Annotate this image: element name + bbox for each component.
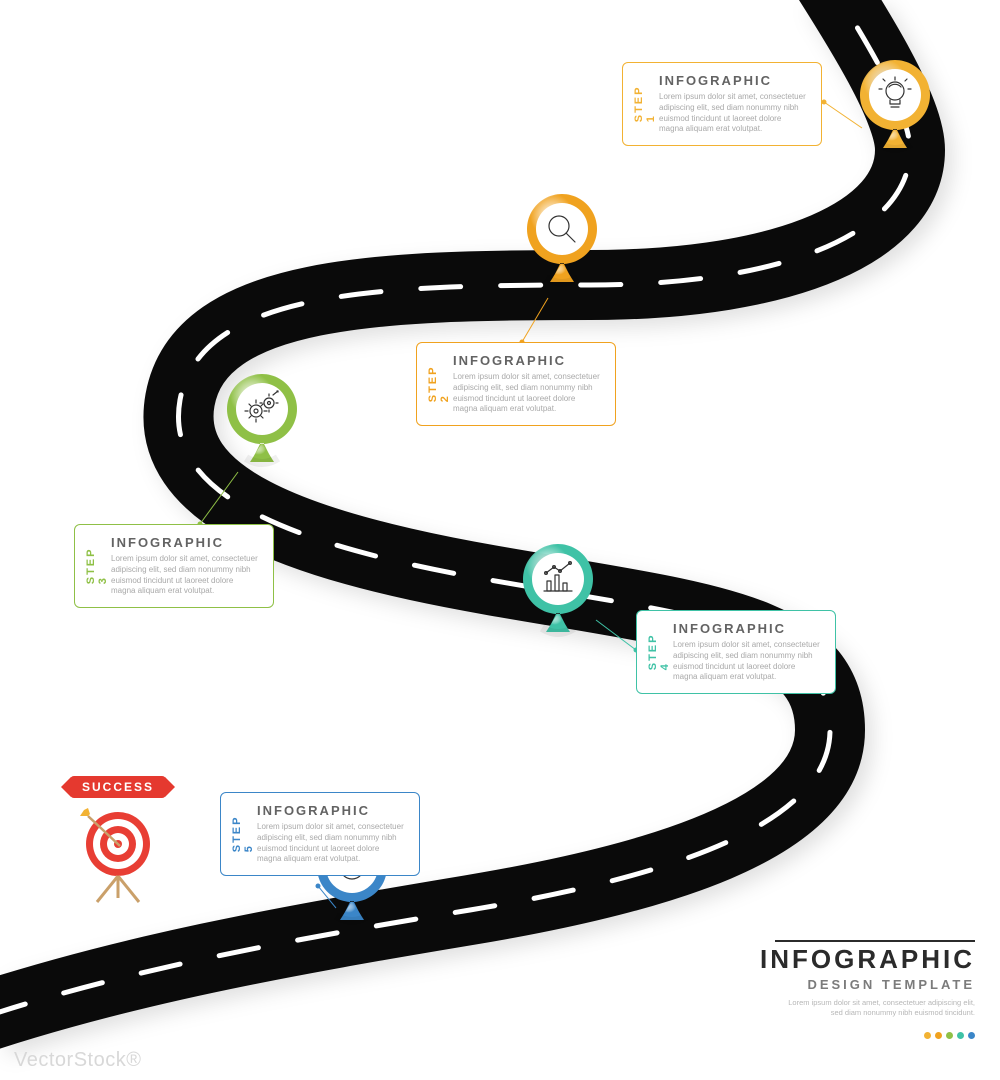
footer-dot bbox=[957, 1032, 964, 1039]
step-label: STEP 2 bbox=[425, 362, 453, 407]
footer-dots bbox=[760, 1026, 975, 1044]
card-body: Lorem ipsum dolor sit amet, consectetuer… bbox=[659, 92, 807, 135]
footer-title-block: INFOGRAPHIC DESIGN TEMPLATE Lorem ipsum … bbox=[760, 940, 975, 1044]
card-body: Lorem ipsum dolor sit amet, consectetuer… bbox=[673, 640, 821, 683]
card-step-3: STEP 3 INFOGRAPHIC Lorem ipsum dolor sit… bbox=[74, 524, 274, 608]
card-title: INFOGRAPHIC bbox=[257, 803, 405, 818]
card-title: INFOGRAPHIC bbox=[659, 73, 807, 88]
card-title: INFOGRAPHIC bbox=[453, 353, 601, 368]
card-body: Lorem ipsum dolor sit amet, consectetuer… bbox=[111, 554, 259, 597]
connector-step-2 bbox=[522, 298, 548, 342]
footer-dot bbox=[946, 1032, 953, 1039]
success-goal: SUCCESS bbox=[70, 776, 166, 906]
target-icon bbox=[73, 806, 163, 906]
card-body: Lorem ipsum dolor sit amet, consectetuer… bbox=[257, 822, 405, 865]
step-label: STEP 4 bbox=[645, 630, 673, 675]
card-step-2: STEP 2 INFOGRAPHIC Lorem ipsum dolor sit… bbox=[416, 342, 616, 426]
footer-body: Lorem ipsum dolor sit amet, consectetuer… bbox=[775, 998, 975, 1018]
connector-step-4 bbox=[596, 620, 636, 650]
card-body: Lorem ipsum dolor sit amet, consectetuer… bbox=[453, 372, 601, 415]
card-step-1: STEP 1 INFOGRAPHIC Lorem ipsum dolor sit… bbox=[622, 62, 822, 146]
footer-dot bbox=[924, 1032, 931, 1039]
pin-step-3 bbox=[223, 370, 301, 466]
step-label: STEP 1 bbox=[631, 82, 659, 127]
footer-rule bbox=[775, 940, 975, 942]
connector-step-3 bbox=[200, 472, 238, 524]
watermark: VectorStock® bbox=[14, 1049, 141, 1072]
card-title: INFOGRAPHIC bbox=[673, 621, 821, 636]
step-label: STEP 5 bbox=[229, 812, 257, 857]
step-label: STEP 3 bbox=[83, 544, 111, 589]
success-badge: SUCCESS bbox=[70, 776, 166, 798]
footer-title: INFOGRAPHIC bbox=[760, 944, 975, 975]
pin-step-4 bbox=[519, 540, 597, 636]
card-step-5: STEP 5 INFOGRAPHIC Lorem ipsum dolor sit… bbox=[220, 792, 420, 876]
footer-dot bbox=[935, 1032, 942, 1039]
footer-subtitle: DESIGN TEMPLATE bbox=[760, 977, 975, 992]
pin-step-1 bbox=[856, 56, 934, 152]
card-step-4: STEP 4 INFOGRAPHIC Lorem ipsum dolor sit… bbox=[636, 610, 836, 694]
card-title: INFOGRAPHIC bbox=[111, 535, 259, 550]
footer-dot bbox=[968, 1032, 975, 1039]
pin-step-2 bbox=[523, 190, 601, 286]
